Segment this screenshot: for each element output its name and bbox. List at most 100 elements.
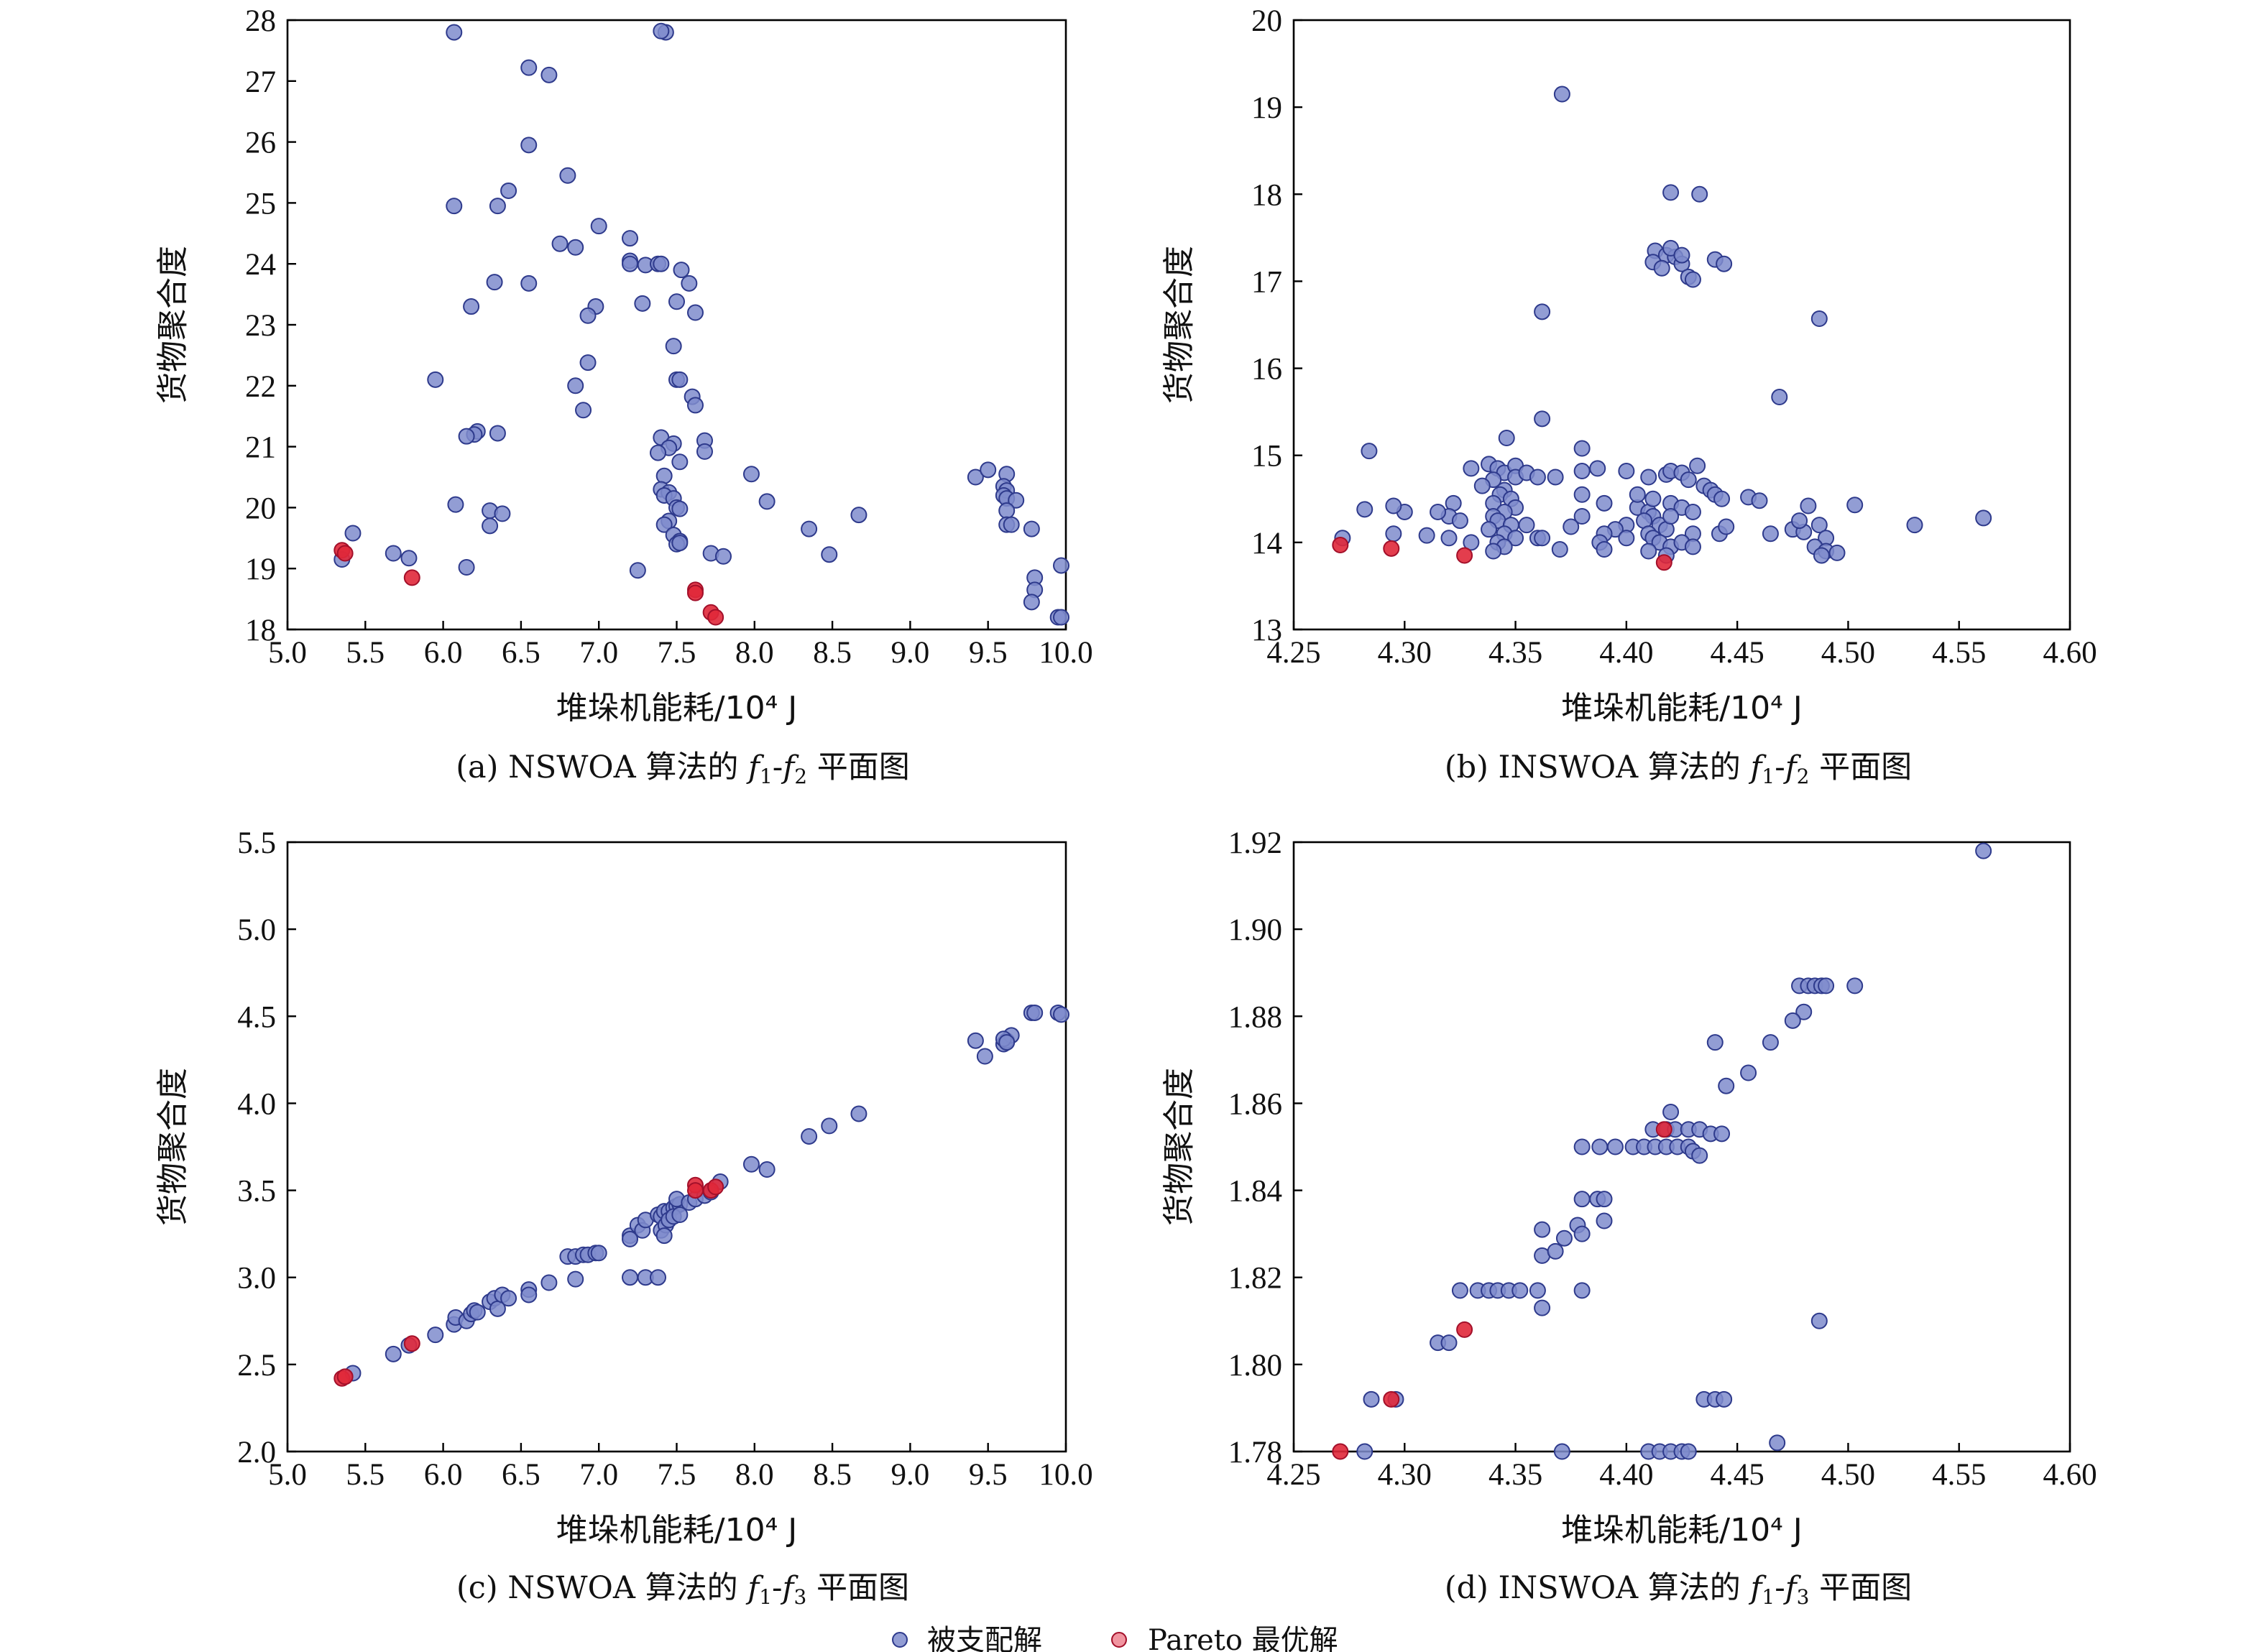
dominated-point (850, 1105, 868, 1122)
dominated-point (1662, 508, 1680, 525)
dominated-point (653, 255, 670, 272)
y-tick-label: 1.78 (1228, 1436, 1282, 1469)
pareto-point (336, 1368, 354, 1385)
dominated-point (668, 293, 685, 310)
dominated-point (1511, 1282, 1529, 1299)
caption-sub2: 2 (1797, 765, 1810, 788)
dominated-point (575, 402, 592, 419)
caption-sub1: 1 (1762, 1585, 1775, 1609)
y-tick-label: 1.92 (1228, 826, 1282, 860)
x-tick-label: 9.5 (969, 636, 1008, 670)
caption-sub1: 1 (1762, 765, 1775, 788)
dominated-point (742, 1155, 760, 1173)
dominated-point (1784, 1012, 1801, 1029)
caption-suffix: 平面图 (1810, 749, 1913, 785)
x-tick-label: 4.30 (1378, 636, 1432, 670)
dominated-point (1740, 1064, 1757, 1081)
dominated-point (1680, 1443, 1697, 1460)
y-tick-label: 4.0 (237, 1087, 276, 1121)
dominated-point (1718, 518, 1735, 535)
dominated-point (1718, 1077, 1735, 1094)
dominated-point (1813, 547, 1830, 564)
legend-label-pareto: Pareto 最优解 (1148, 1624, 1338, 1652)
dominated-point (801, 1127, 818, 1145)
dominated-point (1762, 525, 1779, 543)
x-tick-label: 5.0 (268, 1458, 307, 1492)
x-tick-label: 4.30 (1378, 1458, 1432, 1492)
panel-caption: (c) NSWOA 算法的 f1-f3 平面图 (456, 1570, 909, 1609)
dominated-point (446, 24, 463, 41)
dominated-point (1485, 543, 1502, 560)
dominated-point (1385, 525, 1402, 543)
x-tick-label: 8.0 (735, 1458, 774, 1492)
x-axis-label: 堆垛机能耗/10⁴ J (1561, 690, 1802, 726)
dominated-point (458, 559, 475, 576)
dominated-point (1023, 594, 1040, 611)
x-tick-label: 9.0 (891, 1458, 930, 1492)
dominated-point (1846, 977, 1864, 995)
dominated-point (520, 274, 538, 292)
x-tick-label: 7.5 (658, 1458, 696, 1492)
dominated-point (1356, 501, 1373, 518)
dominated-point (1473, 477, 1491, 494)
dominated-point (1618, 463, 1635, 480)
dominated-point (976, 1048, 993, 1065)
x-tick-label: 8.5 (813, 636, 852, 670)
dominated-point (551, 235, 569, 252)
dominated-point (1534, 410, 1551, 428)
x-tick-label: 7.5 (658, 636, 696, 670)
y-tick-label: 21 (245, 431, 276, 465)
y-tick-label: 1.86 (1228, 1087, 1282, 1121)
dominated-point (980, 461, 997, 479)
dominated-point (1053, 609, 1070, 626)
y-axis-label: 货物聚合度 (1161, 246, 1197, 404)
x-tick-label: 4.60 (2043, 1458, 2097, 1492)
x-tick-label: 8.5 (813, 1458, 852, 1492)
y-tick-label: 28 (245, 4, 276, 38)
y-axis-label: 货物聚合度 (1161, 1068, 1197, 1226)
dominated-point (447, 496, 464, 513)
dominated-point (758, 1160, 776, 1178)
caption-sub1: 1 (760, 765, 773, 788)
x-tick-label: 4.55 (1932, 636, 1986, 670)
caption-dash: - (1775, 1570, 1785, 1606)
dominated-point (1769, 1434, 1786, 1452)
dominated-point (1716, 1390, 1733, 1408)
dominated-point (1023, 520, 1040, 537)
dominated-point (489, 425, 506, 442)
panel-caption: (a) NSWOA 算法的 f1-f2 平面图 (456, 749, 909, 788)
dominated-point (400, 550, 418, 567)
y-tick-label: 16 (1251, 353, 1282, 387)
dominated-point (1053, 557, 1070, 574)
dominated-point (579, 307, 597, 324)
chart-panel-2: 5.0 5.5 6.0 6.5 7.0 7.5 8.0 8.5 9.0 9.5 10.0 2.0 2.5… (155, 826, 1093, 1609)
x-tick-label: 4.50 (1821, 1458, 1875, 1492)
dominated-point (1975, 842, 1992, 859)
caption-dash: - (773, 749, 783, 785)
x-axis-label: 堆垛机能耗/10⁴ J (556, 690, 797, 726)
x-tick-label: 4.35 (1488, 1458, 1542, 1492)
y-tick-label: 27 (245, 65, 276, 99)
dominated-point (1691, 1147, 1708, 1164)
panels: 5.0 5.5 6.0 6.5 7.0 7.5 8.0 8.5 9.0 9.5 10.0 18 19 20… (155, 4, 2097, 1609)
dominated-point (801, 520, 818, 537)
dominated-point (850, 507, 868, 524)
dominated-point (696, 443, 713, 460)
x-tick-label: 10.0 (1039, 636, 1092, 670)
dominated-point (486, 274, 503, 291)
dominated-point (655, 467, 673, 484)
dominated-point (520, 59, 538, 76)
dominated-point (1053, 1006, 1070, 1023)
dominated-point (1795, 1003, 1813, 1020)
dominated-point (671, 500, 689, 517)
y-tick-label: 18 (1251, 178, 1282, 212)
dominated-point (1529, 469, 1546, 486)
y-tick-label: 3.0 (237, 1262, 276, 1296)
dominated-point (681, 274, 698, 292)
caption-sub2: 3 (793, 1585, 806, 1609)
dominated-point (1810, 310, 1828, 328)
y-tick-label: 22 (245, 370, 276, 404)
pareto-point (1383, 1390, 1400, 1408)
plot-frame (1292, 19, 2071, 631)
dominated-point (655, 516, 673, 533)
